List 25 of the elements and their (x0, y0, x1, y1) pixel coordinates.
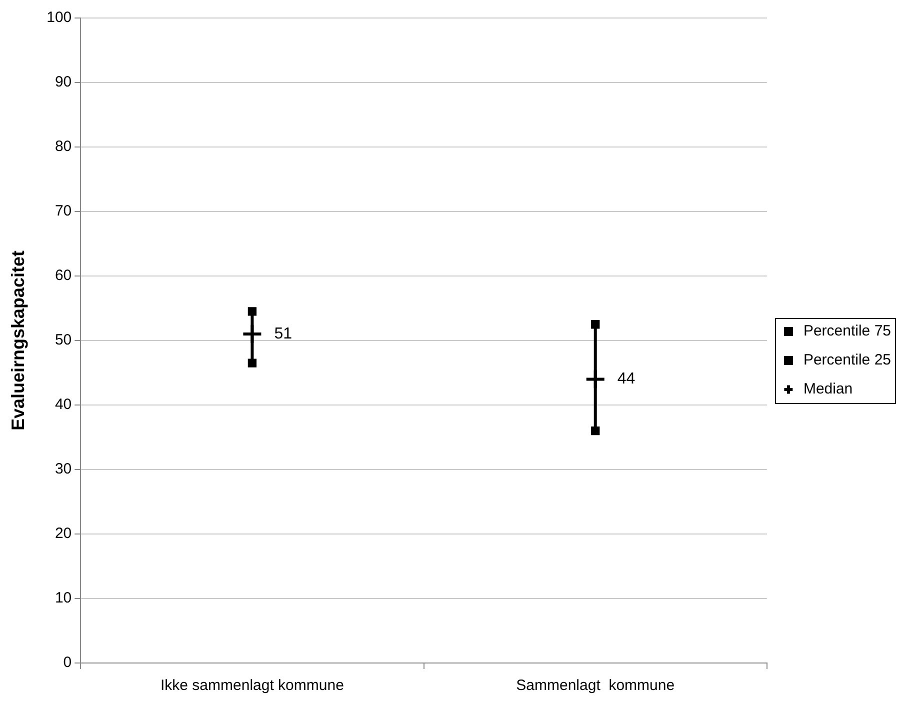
y-tick-label: 0 (63, 654, 72, 672)
y-axis-title: Evalueirngskapacitet (8, 250, 28, 431)
legend-label: Percentile 75 (803, 322, 892, 340)
point (584, 368, 606, 390)
point (248, 358, 257, 368)
y-tick-label: 10 (54, 590, 72, 607)
point (591, 320, 600, 329)
point (248, 307, 257, 316)
point (591, 426, 600, 436)
x-tick-label: Sammenlagt kommune (516, 677, 675, 694)
data-label: 51 (274, 325, 292, 342)
y-tick-label: 90 (54, 74, 72, 91)
y-tick-label: 50 (54, 332, 72, 349)
y-tick-label: 30 (54, 460, 72, 478)
data-label: 44 (617, 370, 636, 388)
legend-label: Percentile 25 (803, 352, 892, 369)
y-tick-label: 40 (54, 396, 72, 414)
legend-label: Median (803, 380, 853, 398)
point (242, 324, 263, 345)
y-tick-label: 100 (46, 9, 72, 26)
y-tick-label: 70 (54, 202, 72, 220)
y-tick-label: 20 (54, 525, 72, 542)
y-tick-label: 60 (54, 267, 72, 284)
x-tick-label: Ikke sammenlagt kommune (160, 677, 344, 694)
y-tick-label: 80 (54, 138, 72, 156)
